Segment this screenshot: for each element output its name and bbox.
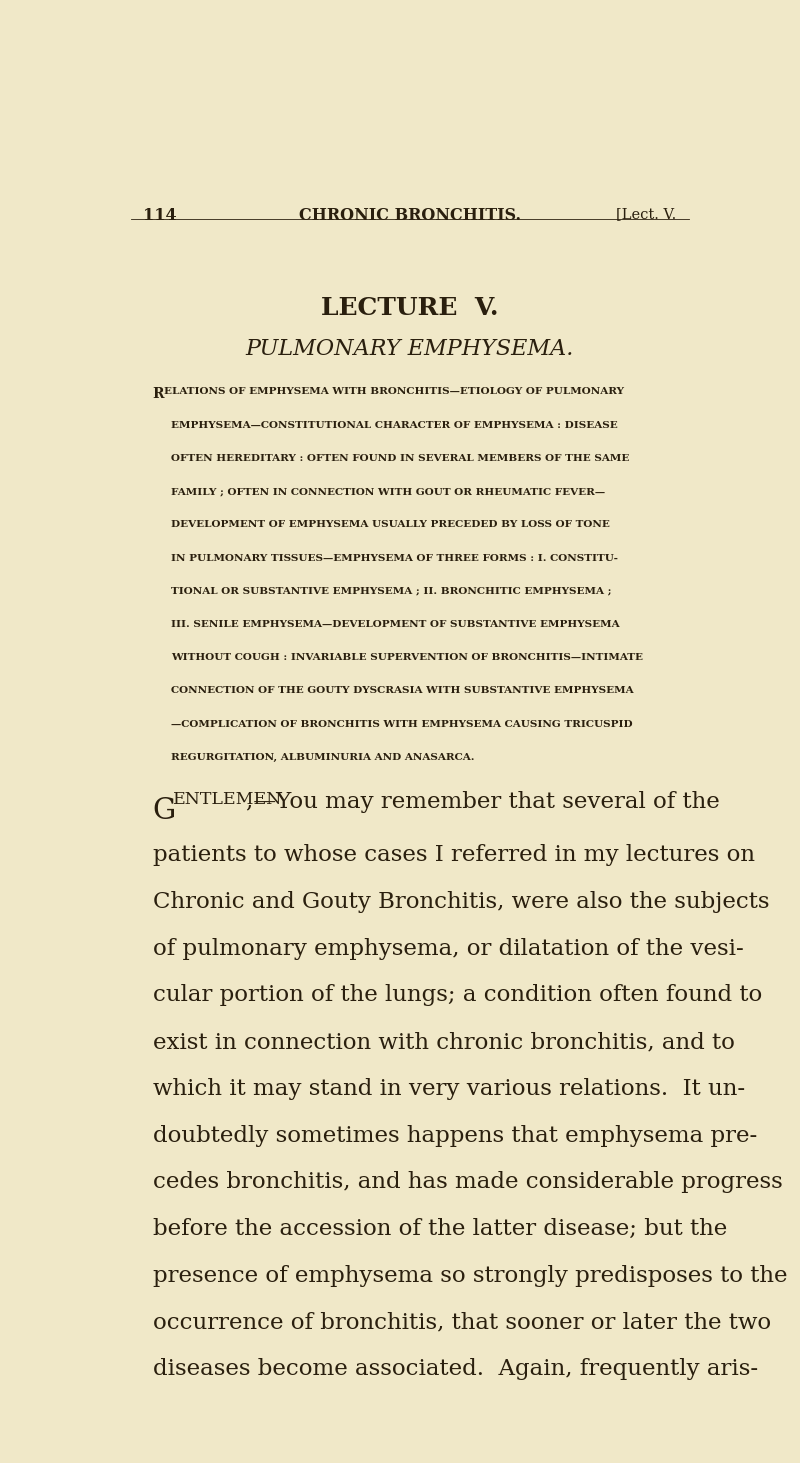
Text: Chronic and Gouty Bronchitis, were also the subjects: Chronic and Gouty Bronchitis, were also … (153, 891, 770, 913)
Text: —COMPLICATION OF BRONCHITIS WITH EMPHYSEMA CAUSING TRICUSPID: —COMPLICATION OF BRONCHITIS WITH EMPHYSE… (171, 720, 633, 729)
Text: ENTLEMEN: ENTLEMEN (173, 790, 282, 808)
Text: of pulmonary emphysema, or dilatation of the vesi-: of pulmonary emphysema, or dilatation of… (153, 938, 743, 960)
Text: ELATIONS OF EMPHYSEMA WITH BRONCHITIS—ETIOLOGY OF PULMONARY: ELATIONS OF EMPHYSEMA WITH BRONCHITIS—ET… (164, 388, 624, 396)
Text: TIONAL OR SUBSTANTIVE EMPHYSEMA ; II. BRONCHITIC EMPHYSEMA ;: TIONAL OR SUBSTANTIVE EMPHYSEMA ; II. BR… (171, 587, 612, 595)
Text: FAMILY ; OFTEN IN CONNECTION WITH GOUT OR RHEUMATIC FEVER—: FAMILY ; OFTEN IN CONNECTION WITH GOUT O… (171, 487, 606, 496)
Text: CONNECTION OF THE GOUTY DYSCRASIA WITH SUBSTANTIVE EMPHYSEMA: CONNECTION OF THE GOUTY DYSCRASIA WITH S… (171, 686, 634, 695)
Text: patients to whose cases I referred in my lectures on: patients to whose cases I referred in my… (153, 844, 754, 866)
Text: III. SENILE EMPHYSEMA—DEVELOPMENT OF SUBSTANTIVE EMPHYSEMA: III. SENILE EMPHYSEMA—DEVELOPMENT OF SUB… (171, 620, 620, 629)
Text: PULMONARY EMPHYSEMA.: PULMONARY EMPHYSEMA. (246, 338, 574, 360)
Text: R: R (153, 388, 164, 401)
Text: DEVELOPMENT OF EMPHYSEMA USUALLY PRECEDED BY LOSS OF TONE: DEVELOPMENT OF EMPHYSEMA USUALLY PRECEDE… (171, 521, 610, 530)
Text: cedes bronchitis, and has made considerable progress: cedes bronchitis, and has made considera… (153, 1172, 782, 1194)
Text: G: G (153, 797, 176, 825)
Text: exist in connection with chronic bronchitis, and to: exist in connection with chronic bronchi… (153, 1031, 734, 1053)
Text: which it may stand in very various relations.  It un-: which it may stand in very various relat… (153, 1078, 745, 1100)
Text: LECTURE  V.: LECTURE V. (322, 296, 498, 320)
Text: WITHOUT COUGH : INVARIABLE SUPERVENTION OF BRONCHITIS—INTIMATE: WITHOUT COUGH : INVARIABLE SUPERVENTION … (171, 652, 643, 663)
Text: occurrence of bronchitis, that sooner or later the two: occurrence of bronchitis, that sooner or… (153, 1312, 771, 1334)
Text: before the accession of the latter disease; but the: before the accession of the latter disea… (153, 1219, 727, 1241)
Text: doubtedly sometimes happens that emphysema pre-: doubtedly sometimes happens that emphyse… (153, 1125, 757, 1147)
Text: cular portion of the lungs; a condition often found to: cular portion of the lungs; a condition … (153, 985, 762, 1007)
Text: diseases become associated.  Again, frequently aris-: diseases become associated. Again, frequ… (153, 1358, 758, 1381)
Text: REGURGITATION, ALBUMINURIA AND ANASARCA.: REGURGITATION, ALBUMINURIA AND ANASARCA. (171, 753, 475, 762)
Text: presence of emphysema so strongly predisposes to the: presence of emphysema so strongly predis… (153, 1265, 787, 1287)
Text: ,—You may remember that several of the: ,—You may remember that several of the (246, 790, 720, 812)
Text: IN PULMONARY TISSUES—EMPHYSEMA OF THREE FORMS : I. CONSTITU-: IN PULMONARY TISSUES—EMPHYSEMA OF THREE … (171, 553, 618, 562)
Text: OFTEN HEREDITARY : OFTEN FOUND IN SEVERAL MEMBERS OF THE SAME: OFTEN HEREDITARY : OFTEN FOUND IN SEVERA… (171, 454, 630, 462)
Text: EMPHYSEMA—CONSTITUTIONAL CHARACTER OF EMPHYSEMA : DISEASE: EMPHYSEMA—CONSTITUTIONAL CHARACTER OF EM… (171, 420, 618, 430)
Text: CHRONIC BRONCHITIS.: CHRONIC BRONCHITIS. (299, 208, 521, 224)
Text: [Lect. V.: [Lect. V. (616, 208, 677, 221)
Text: 114: 114 (143, 208, 177, 224)
